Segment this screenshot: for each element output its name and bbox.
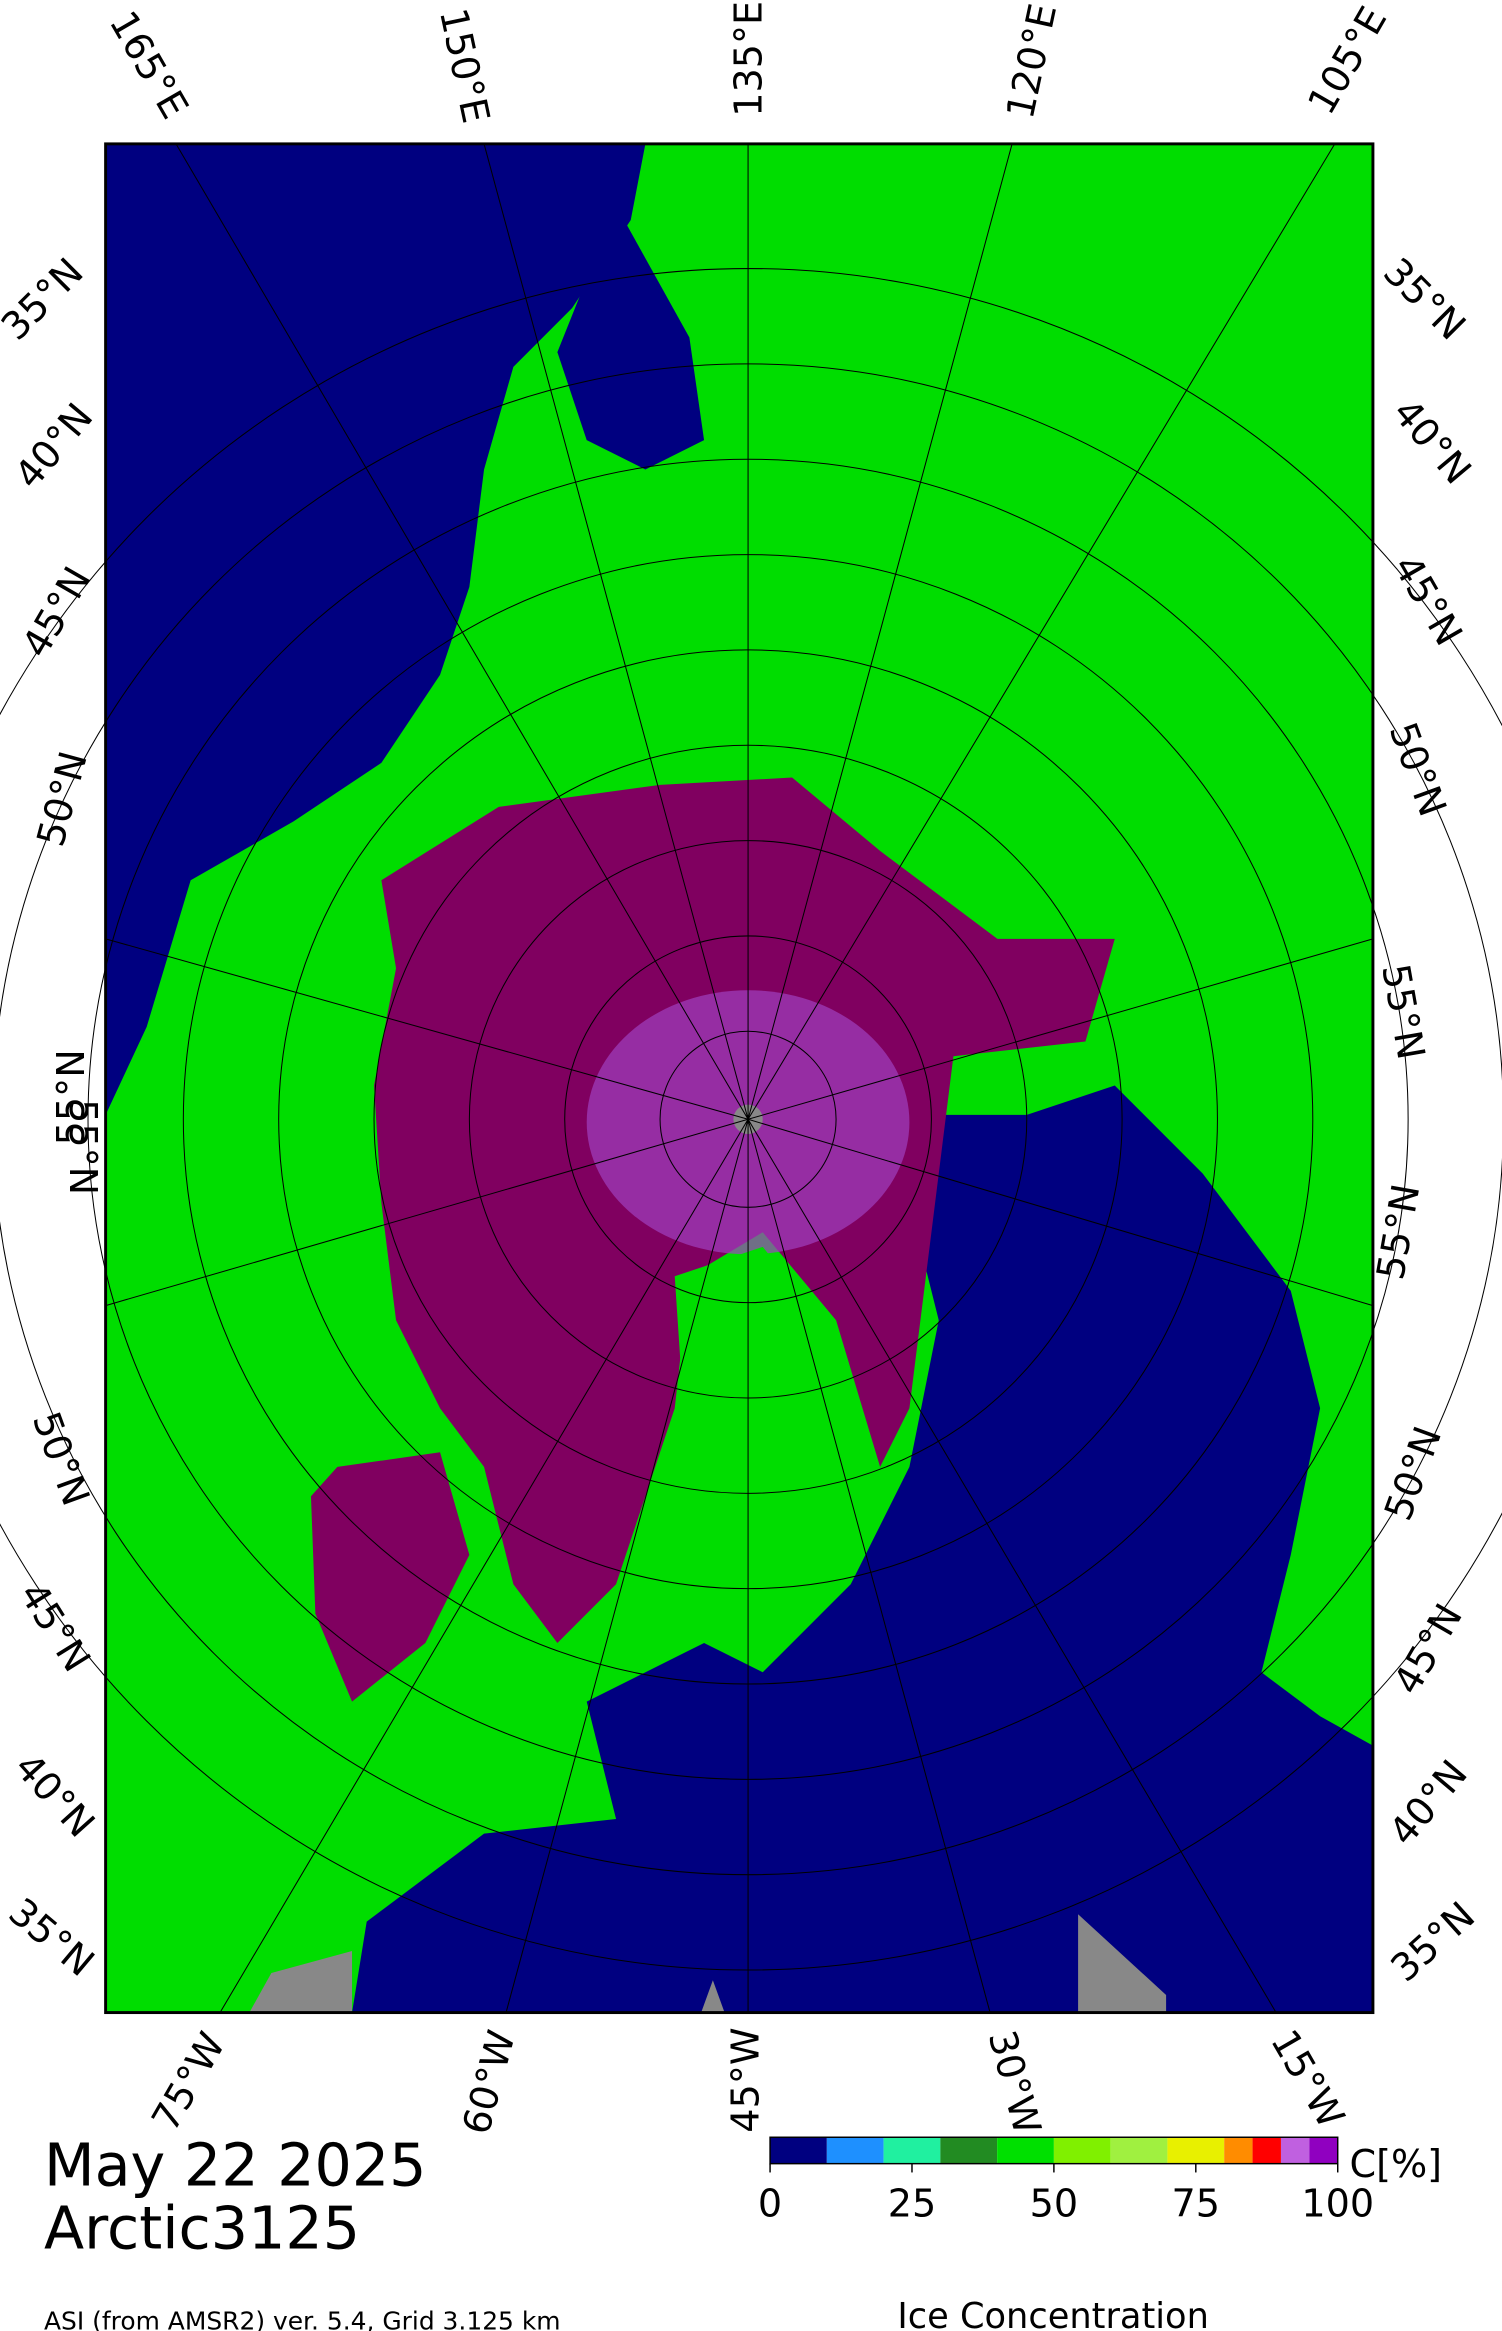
graticule-label: 15°W	[1262, 2022, 1353, 2135]
colorbar-segment	[770, 2137, 827, 2164]
colorbar-segment	[1053, 2137, 1111, 2164]
map-area	[0, 142, 1502, 2015]
graticule-label: 40°N	[6, 1745, 103, 1846]
graticule-label: 50°N	[1376, 1421, 1450, 1526]
colorbar-unit: C[%]	[1349, 2142, 1442, 2186]
graticule-label: 45°N	[1385, 1596, 1471, 1701]
colorbar-tick-label: 25	[888, 2181, 937, 2225]
graticule-label: 55°N	[1373, 961, 1433, 1063]
graticule-label: 45°N	[1385, 548, 1471, 653]
graticule-label: 40°N	[1380, 1752, 1475, 1854]
graticule	[0, 143, 1502, 2013]
colorbar-segment	[883, 2137, 941, 2164]
graticule-label: 35°N	[1375, 250, 1474, 349]
colorbar-segment	[1224, 2137, 1253, 2164]
colorbar: 0 25 50 75 100	[758, 2136, 1374, 2225]
colorbar-title: Ice Concentration	[897, 2296, 1208, 2331]
graticule-label: 40°N	[6, 395, 101, 497]
graticule-label: 50°N	[28, 747, 95, 851]
graticule-label: 30°W	[980, 2026, 1050, 2139]
graticule-label: 45°N	[13, 559, 99, 664]
graticule-label: 60°W	[454, 2026, 524, 2139]
graticule-label: 50°N	[1381, 717, 1455, 822]
graticule-label: 105°E	[1299, 0, 1395, 122]
colorbar-segment	[1110, 2137, 1168, 2164]
colorbar-segment	[1252, 2137, 1281, 2164]
graticule-label: 165°E	[101, 4, 197, 126]
graticule-label: 45°W	[724, 2027, 768, 2132]
hudson-bay-ice	[310, 1452, 470, 1702]
graticule-label: 55°N	[49, 1049, 93, 1145]
graticule-label: 120°E	[998, 0, 1065, 122]
colorbar-tick-label: 50	[1030, 2181, 1079, 2225]
graticule-label: 35°N	[1382, 1893, 1483, 1990]
no-data	[249, 1914, 1167, 2013]
colorbar-segment	[1309, 2137, 1338, 2164]
graticule-label: 55°N	[1368, 1181, 1428, 1283]
graticule-label: 45°N	[11, 1575, 99, 1680]
colorbar-segment	[1280, 2137, 1310, 2164]
graticule-label: 35°N	[0, 250, 92, 349]
graticule-label: 55°N	[61, 1099, 105, 1195]
graticule-label: 135°E	[727, 1, 771, 117]
graticule-label: 75°W	[143, 2025, 234, 2138]
region: Arctic3125	[44, 2195, 360, 2263]
date: May 22 2025	[44, 2132, 426, 2200]
colorbar-segment	[826, 2137, 884, 2164]
colorbar-tick-label: 75	[1172, 2181, 1221, 2225]
graticule-label: 150°E	[431, 4, 498, 127]
map-frame	[104, 142, 1375, 2015]
credit: ASI (from AMSR2) ver. 5.4, Grid 3.125 km	[44, 2306, 561, 2331]
graticule-label: 50°N	[24, 1406, 98, 1511]
colorbar-tick-label: 100	[1301, 2181, 1374, 2225]
pacific-ocean	[105, 143, 646, 1115]
atlantic-ocean	[352, 1085, 1373, 2013]
colorbar-segment	[940, 2137, 998, 2164]
colorbar-segment	[997, 2137, 1054, 2164]
colorbar-tick-label: 0	[758, 2181, 782, 2225]
colorbar-segment	[1167, 2137, 1225, 2164]
graticule-label: 35°N	[1, 1890, 103, 1985]
graticule-label: 40°N	[1384, 391, 1479, 493]
sea-of-okhotsk	[557, 205, 705, 470]
greenland	[674, 1246, 851, 1673]
